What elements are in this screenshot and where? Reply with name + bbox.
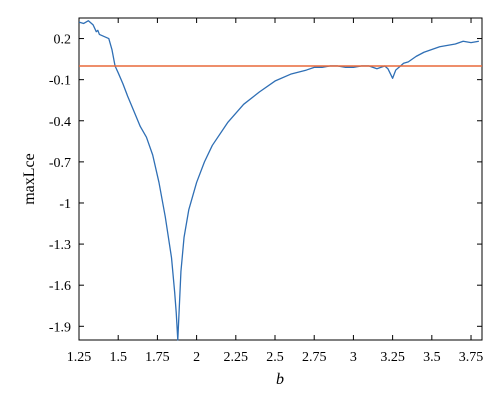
y-tick-label: -1.9	[49, 320, 71, 335]
y-tick-label: -1.3	[49, 238, 71, 253]
y-axis-ticks: 0.2 -0.1 -0.4 -0.7 -1 -1.3 -1.6 -1.9	[49, 33, 482, 335]
y-tick-label: -0.7	[49, 156, 71, 171]
plot-area	[78, 17, 483, 341]
x-tick-label: 2.25	[224, 350, 249, 365]
x-tick-label: 3.5	[423, 350, 441, 365]
y-tick-label: -1.6	[49, 279, 71, 294]
x-tick-label: 1.75	[145, 350, 170, 365]
x-tick-label: 1.25	[67, 350, 92, 365]
x-tick-label: 2	[193, 350, 200, 365]
y-axis-title: maxLce	[21, 153, 38, 205]
x-tick-label: 3.25	[380, 350, 405, 365]
x-tick-label: 2.75	[302, 350, 327, 365]
x-axis-ticks: 1.25 1.5 1.75 2 2.25 2.5 2.75 3 3.25 3.5 3.75	[67, 18, 484, 365]
x-tick-label: 1.5	[109, 350, 127, 365]
x-tick-label: 2.5	[266, 350, 284, 365]
y-tick-label: -1	[59, 197, 71, 212]
series-line-maxlce	[78, 20, 479, 341]
x-tick-label: 3.75	[459, 350, 484, 365]
x-tick-label: 3	[350, 350, 357, 365]
series-layer	[78, 20, 482, 341]
y-tick-label: -0.4	[49, 115, 71, 130]
y-tick-label: 0.2	[54, 33, 72, 48]
x-axis-title: b	[276, 371, 284, 388]
y-tick-label: -0.1	[49, 74, 71, 89]
